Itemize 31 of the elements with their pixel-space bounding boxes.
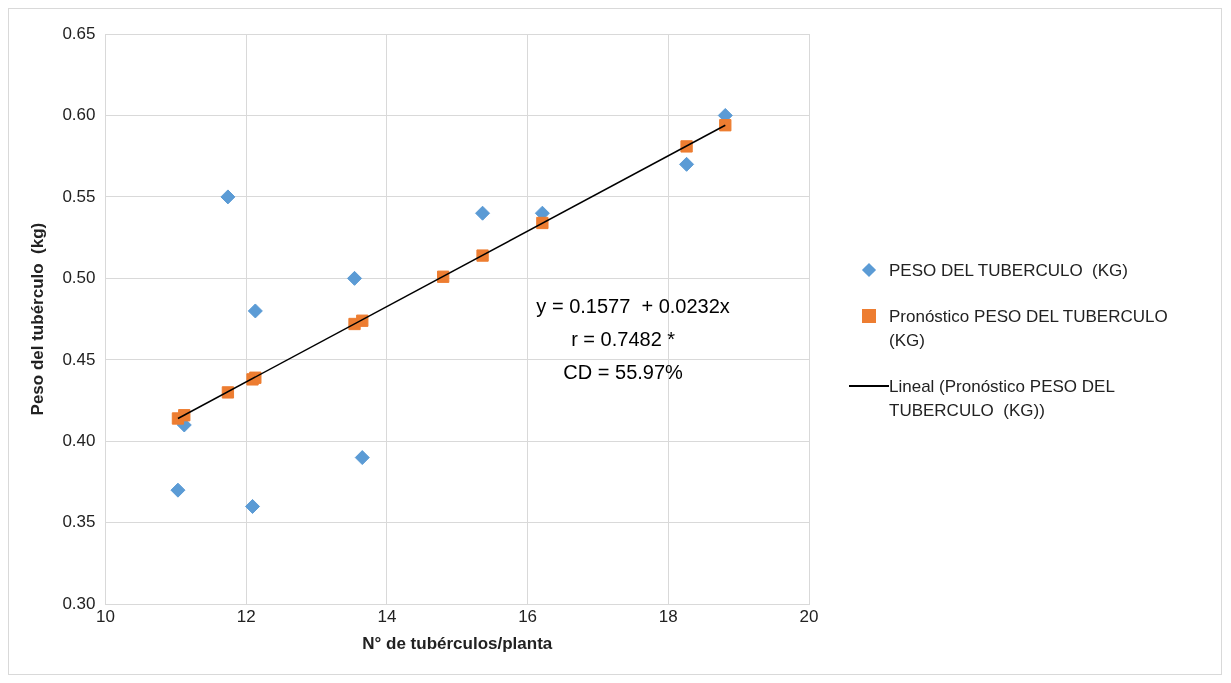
point xyxy=(220,189,236,205)
y-tick-label: 0.40 xyxy=(62,430,96,450)
y-tick-label: 0.50 xyxy=(62,268,96,288)
point xyxy=(170,482,186,498)
point xyxy=(475,205,491,221)
annotation: r = 0.7482 * xyxy=(571,328,676,351)
point xyxy=(245,498,261,514)
x-tick-label: 16 xyxy=(518,607,538,627)
point xyxy=(347,270,363,286)
y-tick-label: 0.45 xyxy=(62,349,96,369)
x-tick-label: 14 xyxy=(377,607,397,627)
legend-label: Lineal (Pronóstico PESO DEL TUBERCULO (KG)) xyxy=(889,376,1116,422)
y-tick-label: 0.30 xyxy=(62,593,96,613)
point xyxy=(247,303,263,319)
x-tick-label: 18 xyxy=(658,607,678,627)
y-tick-label: 0.55 xyxy=(62,186,96,206)
x-tick-label: 10 xyxy=(96,607,115,627)
legend-label: PESO DEL TUBERCULO (KG) xyxy=(889,260,1128,282)
y-tick-label: 0.65 xyxy=(62,23,96,43)
annotation: y = 0.1577 + 0.0232x xyxy=(536,295,730,318)
point xyxy=(679,156,695,172)
y-tick-label: 0.60 xyxy=(62,105,96,125)
annotation: CD = 55.97% xyxy=(563,361,684,384)
y-axis-title: Peso del tubérculo (kg) xyxy=(27,222,47,416)
x-axis-title: N° de tubérculos/planta xyxy=(362,634,553,654)
legend-label: Pronóstico PESO DEL TUBERCULO (KG) xyxy=(889,306,1169,352)
point xyxy=(354,450,370,466)
point xyxy=(719,119,732,132)
x-tick-label: 12 xyxy=(236,607,256,627)
y-tick-label: 0.35 xyxy=(62,512,96,532)
x-tick-label: 20 xyxy=(799,607,819,627)
